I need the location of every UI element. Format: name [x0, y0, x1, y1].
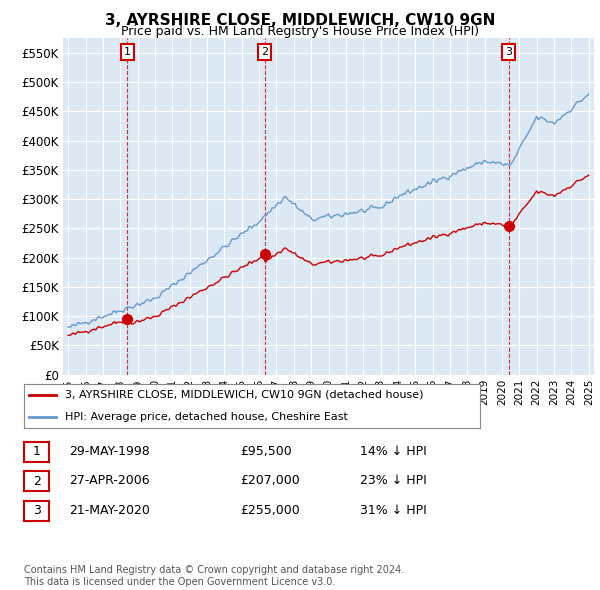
Text: 3: 3 — [32, 504, 41, 517]
Text: 27-APR-2006: 27-APR-2006 — [69, 474, 149, 487]
Text: 14% ↓ HPI: 14% ↓ HPI — [360, 445, 427, 458]
Text: 3, AYRSHIRE CLOSE, MIDDLEWICH, CW10 9GN (detached house): 3, AYRSHIRE CLOSE, MIDDLEWICH, CW10 9GN … — [65, 389, 424, 399]
Text: £207,000: £207,000 — [240, 474, 300, 487]
Text: 3: 3 — [505, 47, 512, 57]
Text: 23% ↓ HPI: 23% ↓ HPI — [360, 474, 427, 487]
Text: 29-MAY-1998: 29-MAY-1998 — [69, 445, 150, 458]
Text: 3, AYRSHIRE CLOSE, MIDDLEWICH, CW10 9GN: 3, AYRSHIRE CLOSE, MIDDLEWICH, CW10 9GN — [105, 13, 495, 28]
Text: 2: 2 — [261, 47, 268, 57]
Text: 21-MAY-2020: 21-MAY-2020 — [69, 504, 150, 517]
Text: £95,500: £95,500 — [240, 445, 292, 458]
Text: 1: 1 — [124, 47, 131, 57]
Text: Price paid vs. HM Land Registry's House Price Index (HPI): Price paid vs. HM Land Registry's House … — [121, 25, 479, 38]
Text: Contains HM Land Registry data © Crown copyright and database right 2024.
This d: Contains HM Land Registry data © Crown c… — [24, 565, 404, 587]
Text: HPI: Average price, detached house, Cheshire East: HPI: Average price, detached house, Ches… — [65, 412, 348, 422]
Text: 1: 1 — [32, 445, 41, 458]
Text: 31% ↓ HPI: 31% ↓ HPI — [360, 504, 427, 517]
Text: 2: 2 — [32, 475, 41, 488]
Text: £255,000: £255,000 — [240, 504, 300, 517]
